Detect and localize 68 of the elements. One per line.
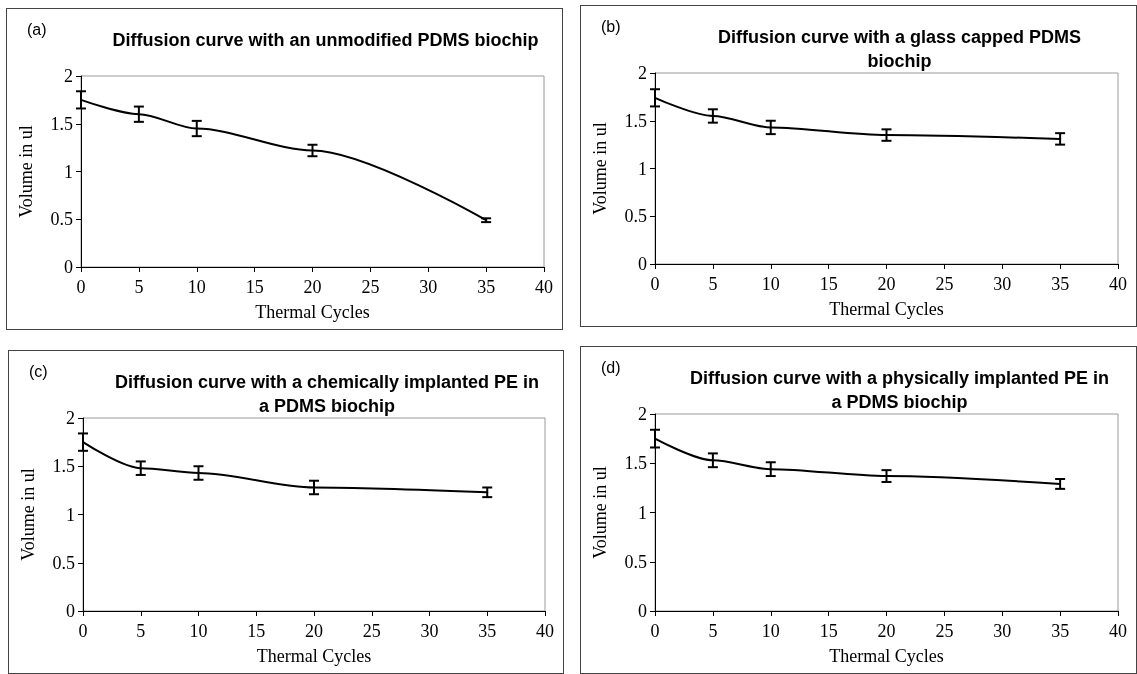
- x-tick-label: 10: [761, 274, 780, 294]
- x-tick-label: 35: [1051, 621, 1070, 641]
- x-tick-label: 40: [535, 277, 553, 297]
- x-tick-label: 30: [993, 621, 1012, 641]
- y-tick-label: 1: [638, 158, 647, 179]
- text: (a): [27, 20, 47, 38]
- y-tick-label: 2: [638, 404, 647, 424]
- x-tick-label: 15: [247, 621, 266, 641]
- y-tick-label: 2: [66, 408, 75, 428]
- x-tick-label: 30: [419, 277, 438, 297]
- x-tick-label: 5: [134, 277, 144, 297]
- x-tick-label: 15: [819, 274, 838, 294]
- x-axis-title: Thermal Cycles: [829, 299, 944, 319]
- y-tick-label: 1: [64, 161, 73, 182]
- x-tick-label: 25: [935, 274, 954, 294]
- x-tick-label: 10: [187, 277, 206, 297]
- chart-title: Diffusion curve with a glass capped PDMS biochip: [717, 27, 1082, 71]
- x-axis-title: Thermal Cycles: [829, 646, 944, 666]
- y-tick-label: 2: [638, 63, 647, 83]
- text: (d): [601, 358, 621, 376]
- x-tick-label: 10: [189, 621, 208, 641]
- chart-title: Diffusion curve with an unmodified PDMS biochip: [112, 30, 539, 50]
- x-tick-label: 35: [477, 277, 496, 297]
- y-tick-label: 0: [64, 257, 73, 277]
- y-tick-label: 0: [638, 601, 647, 621]
- x-tick-label: 25: [362, 621, 381, 641]
- x-tick-label: 15: [245, 277, 264, 297]
- y-tick-label: 0.5: [624, 551, 647, 572]
- x-axis-title: Thermal Cycles: [256, 646, 372, 666]
- y-tick-label: 1.5: [624, 110, 647, 131]
- x-tick-label: 25: [935, 621, 954, 641]
- x-tick-label: 35: [478, 621, 497, 641]
- y-tick-label: 1.5: [52, 456, 75, 477]
- x-tick-label: 35: [1051, 274, 1070, 294]
- x-tick-label: 25: [361, 277, 380, 297]
- y-axis-title: Volume in ul: [590, 466, 610, 559]
- chart-title: Diffusion curve with a chemically implanted PE in a PDMS biochip: [114, 372, 540, 416]
- y-tick-label: 2: [64, 66, 73, 86]
- x-tick-label: 40: [1109, 274, 1127, 294]
- x-tick-label: 5: [708, 274, 718, 294]
- y-tick-label: 1: [66, 504, 75, 525]
- y-tick-label: 0: [638, 254, 647, 274]
- x-tick-label: 20: [877, 621, 896, 641]
- x-tick-label: 20: [877, 274, 896, 294]
- y-axis-title: Volume in ul: [16, 125, 36, 218]
- x-axis-title: Thermal Cycles: [255, 302, 370, 322]
- text: (c): [29, 362, 48, 380]
- chart-title: Diffusion curve with a physically implanted PE in a PDMS biochip: [689, 368, 1110, 412]
- y-tick-label: 1.5: [624, 453, 647, 474]
- x-tick-label: 30: [420, 621, 439, 641]
- y-tick-label: 0: [66, 601, 75, 621]
- y-tick-label: 0.5: [624, 206, 647, 227]
- x-tick-label: 10: [761, 621, 780, 641]
- x-tick-label: 5: [136, 621, 146, 641]
- x-tick-label: 40: [1109, 621, 1127, 641]
- y-axis-title: Volume in ul: [590, 122, 610, 215]
- x-tick-label: 40: [536, 621, 554, 641]
- y-tick-label: 1.5: [50, 113, 73, 134]
- x-tick-label: 5: [708, 621, 718, 641]
- text: (b): [601, 17, 621, 35]
- y-tick-label: 0.5: [52, 552, 75, 573]
- y-tick-label: 1: [638, 502, 647, 523]
- x-tick-label: 15: [819, 621, 838, 641]
- x-tick-label: 30: [993, 274, 1012, 294]
- x-tick-label: 20: [305, 621, 323, 641]
- x-tick-label: 20: [303, 277, 322, 297]
- y-axis-title: Volume in ul: [18, 468, 38, 561]
- y-tick-label: 0.5: [50, 209, 73, 230]
